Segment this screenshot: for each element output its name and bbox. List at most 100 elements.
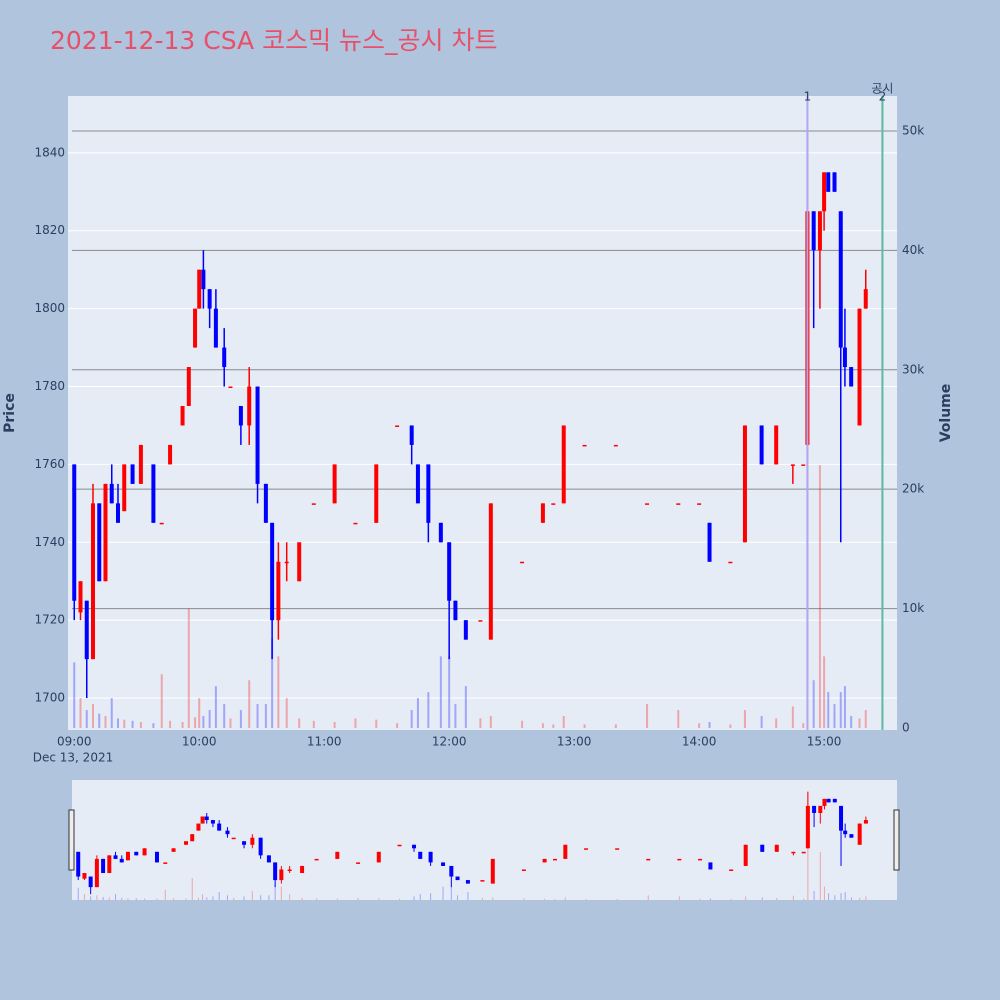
slider-candle-body	[184, 841, 189, 845]
volume-bar	[479, 718, 482, 728]
volume-bar	[256, 704, 259, 728]
slider-candle-body	[812, 805, 817, 813]
volume-bar	[552, 724, 555, 728]
slider-volume-bar	[442, 886, 444, 900]
slider-candle-body	[441, 862, 446, 866]
candle-body	[832, 172, 837, 192]
slider-candle-body	[163, 862, 168, 864]
slider-candle-body	[822, 798, 827, 806]
slider-volume-bar	[840, 893, 842, 900]
slider-volume-bar	[289, 894, 291, 900]
slider-candle-body	[397, 844, 402, 847]
slider-candle-body	[428, 851, 433, 863]
slider-volume-bar	[357, 897, 359, 900]
volume-bar	[181, 722, 184, 728]
candle-body	[180, 405, 185, 426]
y2-tick-label: 0	[902, 720, 910, 734]
slider-candle-body	[134, 851, 139, 856]
slider-candle-body	[82, 873, 87, 879]
slider-volume-bar	[776, 897, 778, 900]
slider-volume-bar	[274, 883, 276, 900]
y2-tick-label: 40k	[902, 243, 924, 257]
volume-bar	[827, 692, 830, 728]
slider-volume-bar	[212, 896, 214, 900]
slider-candle-body	[743, 844, 748, 866]
slider-candle-body	[542, 858, 547, 863]
volume-bar	[729, 724, 732, 728]
candle-body	[78, 581, 83, 613]
volume-bar	[333, 722, 336, 728]
volume-bar	[298, 718, 301, 728]
slider-candle-body	[774, 844, 779, 852]
slider-candle-body	[171, 848, 176, 852]
slider-volume-bar	[185, 898, 187, 900]
volume-bar	[410, 710, 413, 728]
candle-body	[72, 464, 77, 601]
candle-body	[90, 503, 95, 660]
volume-bar	[521, 720, 524, 728]
range-slider[interactable]	[72, 780, 897, 900]
candle-body	[811, 211, 816, 251]
volume-bar	[839, 692, 842, 728]
slider-candle-body	[584, 848, 589, 850]
candle-body	[849, 367, 854, 387]
candle-body	[645, 503, 650, 505]
volume-bar	[864, 710, 867, 728]
volume-bar	[448, 656, 451, 728]
slider-volume-bar	[745, 896, 747, 900]
slider-handle-right	[893, 809, 900, 871]
y2-tick-label: 20k	[902, 482, 924, 496]
event-label: 1	[804, 90, 812, 104]
volume-bar	[677, 710, 680, 728]
volume-bar	[98, 713, 101, 728]
volume-bar	[271, 638, 274, 728]
volume-bar	[202, 716, 205, 728]
volume-bar	[698, 723, 701, 728]
candle-body	[151, 464, 156, 523]
candle-body	[247, 386, 252, 426]
candle-body	[728, 561, 733, 564]
candle-body	[759, 425, 764, 465]
slider-volume-bar	[243, 896, 245, 900]
slider-volume-bar	[399, 898, 401, 900]
candle-body	[284, 561, 289, 564]
slider-candle-body	[412, 844, 417, 849]
slider-candle-body	[552, 858, 557, 861]
candle-body	[213, 308, 218, 348]
slider-volume-bar	[523, 898, 525, 900]
x-tick-label: 10:00	[182, 735, 217, 749]
candle-body	[838, 211, 843, 348]
volume-bar	[223, 704, 226, 728]
candle-body	[478, 620, 483, 622]
slider-volume-bar	[616, 898, 618, 900]
candle-body	[395, 425, 400, 427]
slider-candle-body	[677, 858, 682, 861]
volume-bar	[708, 722, 711, 728]
volume-bar	[214, 686, 217, 728]
volume-bar	[583, 724, 586, 728]
slider-candle-body	[204, 816, 209, 821]
slider-volume-bar	[280, 886, 282, 900]
chart-title: 2021-12-13 CSA 코스믹 뉴스_공시 차트	[50, 26, 497, 55]
slider-volume-bar	[164, 889, 166, 900]
slider-candle-body	[142, 848, 147, 856]
candle-body	[447, 542, 452, 601]
volume-bar	[208, 710, 211, 728]
slider-candle-body	[279, 869, 284, 881]
candle-body	[270, 522, 275, 621]
slider-volume-bar	[121, 897, 123, 900]
slider-candle-body	[729, 869, 734, 871]
slider-candle-body	[101, 858, 106, 874]
volume-bar	[116, 718, 119, 728]
candle-body	[463, 620, 468, 640]
candle-body	[138, 444, 143, 484]
candle-body	[520, 561, 525, 564]
candle-body	[742, 425, 747, 543]
candle-body	[774, 425, 779, 465]
volume-bar	[850, 716, 853, 728]
volume-bar	[812, 680, 815, 728]
slider-volume-bar	[260, 895, 262, 900]
slider-volume-bar	[844, 892, 846, 900]
volume-bar	[775, 718, 778, 728]
slider-candle-body	[615, 848, 620, 850]
